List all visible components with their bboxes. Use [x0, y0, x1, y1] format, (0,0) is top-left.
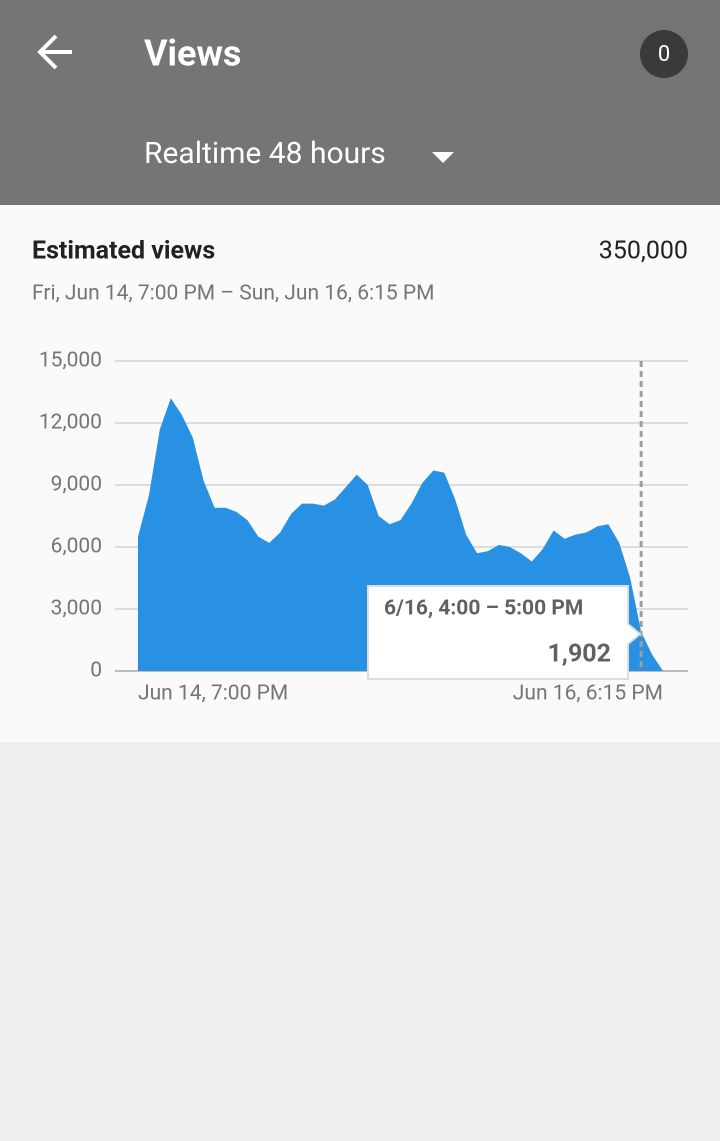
card-range: Fri, Jun 14, 7:00 PM – Sun, Jun 16, 6:15…: [32, 282, 435, 306]
y-tick-label: 6,000: [51, 535, 102, 559]
x-tick-label: Jun 16, 6:15 PM: [513, 682, 663, 706]
badge[interactable]: [640, 30, 688, 78]
back-button[interactable]: [37, 34, 72, 70]
period-dropdown[interactable]: Realtime 48 hours: [144, 136, 386, 171]
dropdown-arrow[interactable]: [432, 152, 454, 163]
y-tick-label: 12,000: [39, 411, 102, 435]
tooltip-label: 6/16, 4:00 – 5:00 PM: [384, 597, 583, 621]
chart: 0 3,000 6,000 9,000 12,000 15,000 Jun 14, 7:00…: [39, 349, 688, 706]
app-title: Views: [144, 33, 241, 75]
card-title: Estimated views: [32, 237, 215, 266]
badge-count[interactable]: 0: [658, 42, 670, 67]
y-tick-label: 0: [90, 659, 102, 683]
tooltip-value: 1,902: [547, 640, 611, 669]
card-total: 350,000: [599, 237, 688, 266]
y-tick-label: 3,000: [51, 597, 102, 621]
app-bar: [0, 0, 720, 205]
y-tick-label: 15,000: [39, 349, 102, 373]
back-icon[interactable]: [37, 34, 72, 70]
x-tick-label: Jun 14, 7:00 PM: [138, 682, 288, 706]
y-tick-label: 9,000: [51, 473, 102, 497]
tooltip-box: [367, 585, 642, 680]
